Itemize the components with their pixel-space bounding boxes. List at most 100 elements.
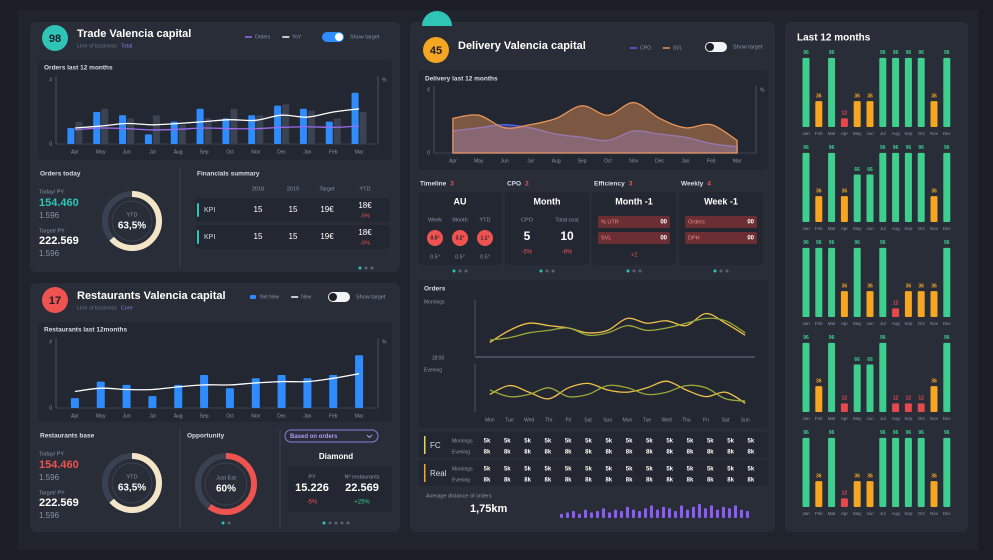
bar (853, 364, 861, 412)
value-label: 12 (918, 396, 924, 402)
x-tick-label: Mar (355, 413, 364, 419)
value-label: 12 (906, 396, 912, 402)
x-tick-label: Tue (643, 417, 652, 423)
x-tick-label: May (474, 158, 484, 164)
pager-dot (364, 266, 368, 270)
table-cell: 5k (626, 467, 633, 473)
bar (67, 128, 75, 144)
toggle-label: Show target (733, 44, 763, 50)
panel-title: Trade Valencia capital (77, 28, 191, 40)
x-tick-label: Aug (552, 158, 561, 164)
table-cell: 5k (524, 439, 531, 445)
value-label: 96 (893, 145, 899, 151)
donut-value: 63,5% (118, 221, 146, 232)
label: Week (428, 217, 442, 223)
kpi-value: 222.569 (39, 497, 79, 509)
value-label: 66 (854, 167, 860, 173)
x-tick-label: Feb (707, 158, 716, 164)
value-label: 96 (854, 240, 860, 246)
bar (879, 437, 887, 507)
segment-title: Diamond (319, 452, 353, 461)
table-cell: 5k (545, 467, 552, 473)
table-cell: 5k (626, 439, 633, 445)
card-count: 2 (525, 181, 529, 188)
table-cell: 5k (687, 467, 694, 473)
x-tick-label: Nov (930, 416, 939, 421)
bar (853, 174, 861, 222)
bar (178, 124, 186, 144)
tab-marker (422, 11, 452, 26)
distance-bar (608, 512, 611, 518)
dropdown-label: Based on orders (290, 434, 338, 440)
pager-dot (452, 269, 456, 273)
x-tick-label: Jan (681, 158, 689, 164)
donut-label: YTD (127, 474, 138, 480)
y-tick-label: 0 (49, 141, 52, 147)
table-cell: 8k (687, 450, 694, 456)
card-heading: Week -1 (704, 196, 738, 206)
bar (828, 437, 836, 507)
x-tick-label: Jul (880, 226, 886, 231)
legend-label: YoY (292, 34, 302, 40)
table-cell: 5k (605, 467, 612, 473)
chart-title: Restaurants last 12months (44, 327, 127, 334)
badge-number: 98 (49, 33, 61, 45)
table-cell: 8k (748, 450, 755, 456)
table-cell: 8k (545, 450, 552, 456)
bar (815, 386, 823, 412)
x-tick-label: May (96, 413, 106, 419)
label: 0.5° (455, 254, 465, 260)
x-tick-label: Sep (904, 321, 913, 326)
x-tick-label: Sep (200, 149, 209, 155)
x-tick-label: Feb (815, 321, 823, 326)
label: Average distance of orders (426, 493, 492, 499)
x-tick-label: Tue (505, 417, 514, 423)
x-tick-label: Nov (930, 131, 939, 136)
kpi-value: 154.460 (39, 459, 79, 471)
pager-dot (638, 269, 642, 273)
bar (879, 342, 887, 412)
x-tick-label: Sep (904, 416, 913, 421)
bar (802, 437, 810, 507)
bar (127, 118, 135, 144)
x-tick-label: Jun (866, 131, 874, 136)
distance-bar (746, 511, 749, 518)
bar (200, 375, 209, 408)
bar (943, 152, 951, 222)
line (74, 108, 360, 129)
bar (917, 437, 925, 507)
value-label: 96 (880, 240, 886, 246)
badge (423, 37, 449, 63)
card-title: Efficiency (594, 181, 625, 188)
table-cell: 8k (626, 478, 633, 484)
x-tick-label: Aug (174, 413, 183, 419)
distance-bar (668, 508, 671, 518)
distance-bar (572, 511, 575, 518)
bar (815, 101, 823, 127)
chart-title: Orders last 12 months (44, 65, 113, 72)
badge-number: 45 (430, 45, 442, 57)
x-tick-label: Fri (703, 417, 709, 423)
distance-bar (734, 505, 737, 518)
kpi-card (505, 192, 589, 265)
dropdown[interactable] (284, 429, 379, 443)
kpi-card (679, 192, 763, 265)
x-tick-label: Feb (815, 416, 823, 421)
label: Nº restaurants (344, 473, 379, 480)
bar (892, 57, 900, 127)
distance-bar (740, 509, 743, 518)
bar (904, 152, 912, 222)
x-tick-label: Jun (501, 158, 509, 164)
x-tick-label: Sat (584, 417, 592, 423)
table-cell: 8k (605, 450, 612, 456)
badge-number: 17 (49, 295, 61, 307)
table-cell: 15 (289, 205, 298, 214)
value-label: 96 (829, 145, 835, 151)
x-tick-label: Dec (943, 321, 952, 326)
value-label: 12 (842, 491, 848, 497)
distance-bar (632, 509, 635, 518)
x-tick-label: Aug (892, 131, 901, 136)
bar (225, 388, 234, 408)
x-tick-label: Jul (527, 158, 533, 164)
x-tick-label: Dec (943, 511, 952, 516)
